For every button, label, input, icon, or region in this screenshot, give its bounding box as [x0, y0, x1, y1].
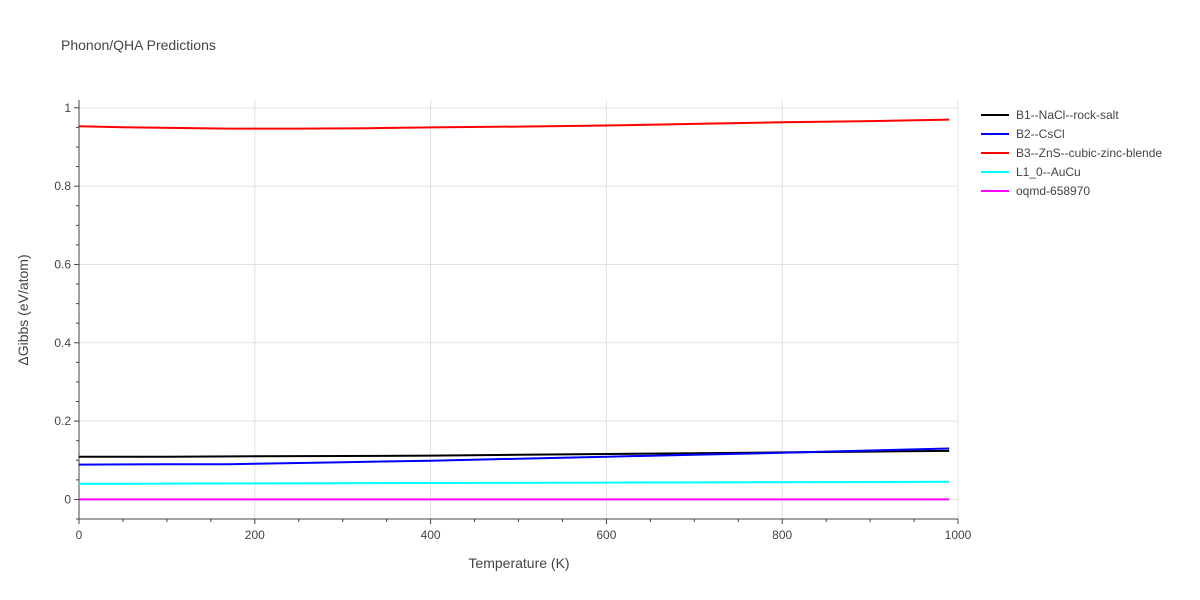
x-tick-label: 800 — [772, 528, 792, 542]
x-tick-label: 0 — [76, 528, 83, 542]
chart-title: Phonon/QHA Predictions — [61, 37, 216, 53]
series-group — [78, 118, 950, 501]
y-tick-label: 0 — [64, 492, 71, 506]
axes: 0 200 400 600 800 1000 0 0.2 0.4 0.6 0.8 1 — [54, 100, 972, 542]
legend-label: B1--NaCl--rock-salt — [1016, 108, 1119, 122]
legend-label: B2--CsCl — [1016, 127, 1065, 141]
legend-label: B3--ZnS--cubic-zinc-blende — [1016, 146, 1162, 160]
y-tick-label: 0.6 — [54, 257, 71, 271]
legend-label: oqmd-658970 — [1016, 184, 1090, 198]
x-tick-label: 600 — [596, 528, 616, 542]
y-tick-label: 0.4 — [54, 336, 71, 350]
series-line-1 — [78, 447, 950, 466]
x-tick-label: 200 — [245, 528, 265, 542]
x-tick-label: 400 — [421, 528, 441, 542]
y-tick-label: 0.8 — [54, 179, 71, 193]
y-axis-title: ΔGibbs (eV/atom) — [15, 254, 31, 365]
y-tick-label: 1 — [64, 101, 71, 115]
series-line-2 — [78, 118, 950, 130]
y-tick-label: 0.2 — [54, 414, 71, 428]
x-axis-title: Temperature (K) — [468, 555, 569, 571]
series-line-3 — [78, 480, 950, 485]
legend-label: L1_0--AuCu — [1016, 165, 1081, 179]
x-tick-label: 1000 — [945, 528, 972, 542]
legend: B1--NaCl--rock-salt B2--CsCl B3--ZnS--cubi… — [981, 108, 1162, 198]
